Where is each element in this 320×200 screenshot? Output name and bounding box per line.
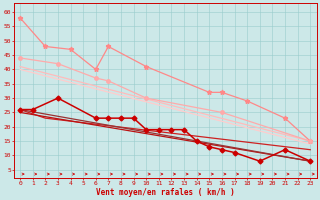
X-axis label: Vent moyen/en rafales ( km/h ): Vent moyen/en rafales ( km/h ): [96, 188, 235, 197]
